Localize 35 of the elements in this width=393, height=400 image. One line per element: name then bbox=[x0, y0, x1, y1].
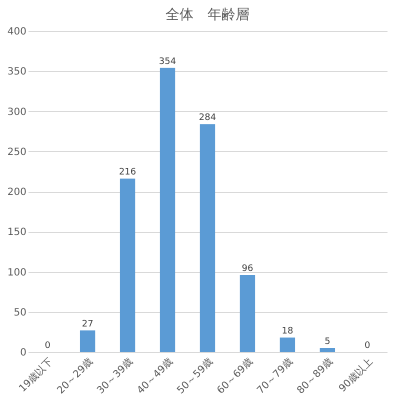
y-tick-label: 150 bbox=[7, 227, 26, 238]
chart-title: 全体 年齢層 bbox=[166, 7, 250, 23]
x-tick-label: 80～89歳 bbox=[294, 356, 336, 396]
y-tick-label: 50 bbox=[14, 307, 26, 318]
x-tick-label: 19歳以下 bbox=[16, 356, 56, 394]
y-tick-label: 350 bbox=[7, 66, 26, 78]
data-label: 5 bbox=[324, 336, 330, 347]
bar bbox=[160, 68, 176, 352]
x-tick-label: 90歳以上 bbox=[336, 356, 376, 394]
x-tick-label: 20～29歳 bbox=[54, 356, 96, 396]
x-tick-label: 60～69歳 bbox=[214, 356, 256, 396]
y-tick-label: 200 bbox=[7, 187, 26, 198]
data-label: 0 bbox=[44, 341, 51, 351]
bar bbox=[80, 330, 96, 352]
data-label: 0 bbox=[364, 341, 371, 351]
bar bbox=[280, 338, 296, 352]
data-label: 18 bbox=[282, 326, 294, 337]
x-tick-label: 30～39歳 bbox=[94, 356, 136, 396]
y-tick-label: 100 bbox=[7, 267, 26, 278]
y-tick-label: 250 bbox=[7, 146, 26, 158]
y-tick-label: 300 bbox=[7, 106, 26, 118]
x-tick-label: 70～79歳 bbox=[254, 356, 296, 396]
data-label: 216 bbox=[118, 168, 136, 178]
data-label: 284 bbox=[198, 113, 216, 124]
y-tick-label: 400 bbox=[7, 26, 26, 38]
bar bbox=[320, 348, 336, 352]
bar bbox=[200, 124, 216, 352]
bar bbox=[120, 178, 136, 352]
data-label: 354 bbox=[158, 56, 176, 67]
x-tick-label: 40～49歳 bbox=[134, 356, 176, 396]
bar bbox=[240, 274, 256, 352]
x-tick-label: 50～59歳 bbox=[174, 356, 216, 396]
data-label: 27 bbox=[82, 319, 94, 330]
y-tick-label: 0 bbox=[20, 348, 26, 358]
data-label: 96 bbox=[242, 264, 254, 274]
